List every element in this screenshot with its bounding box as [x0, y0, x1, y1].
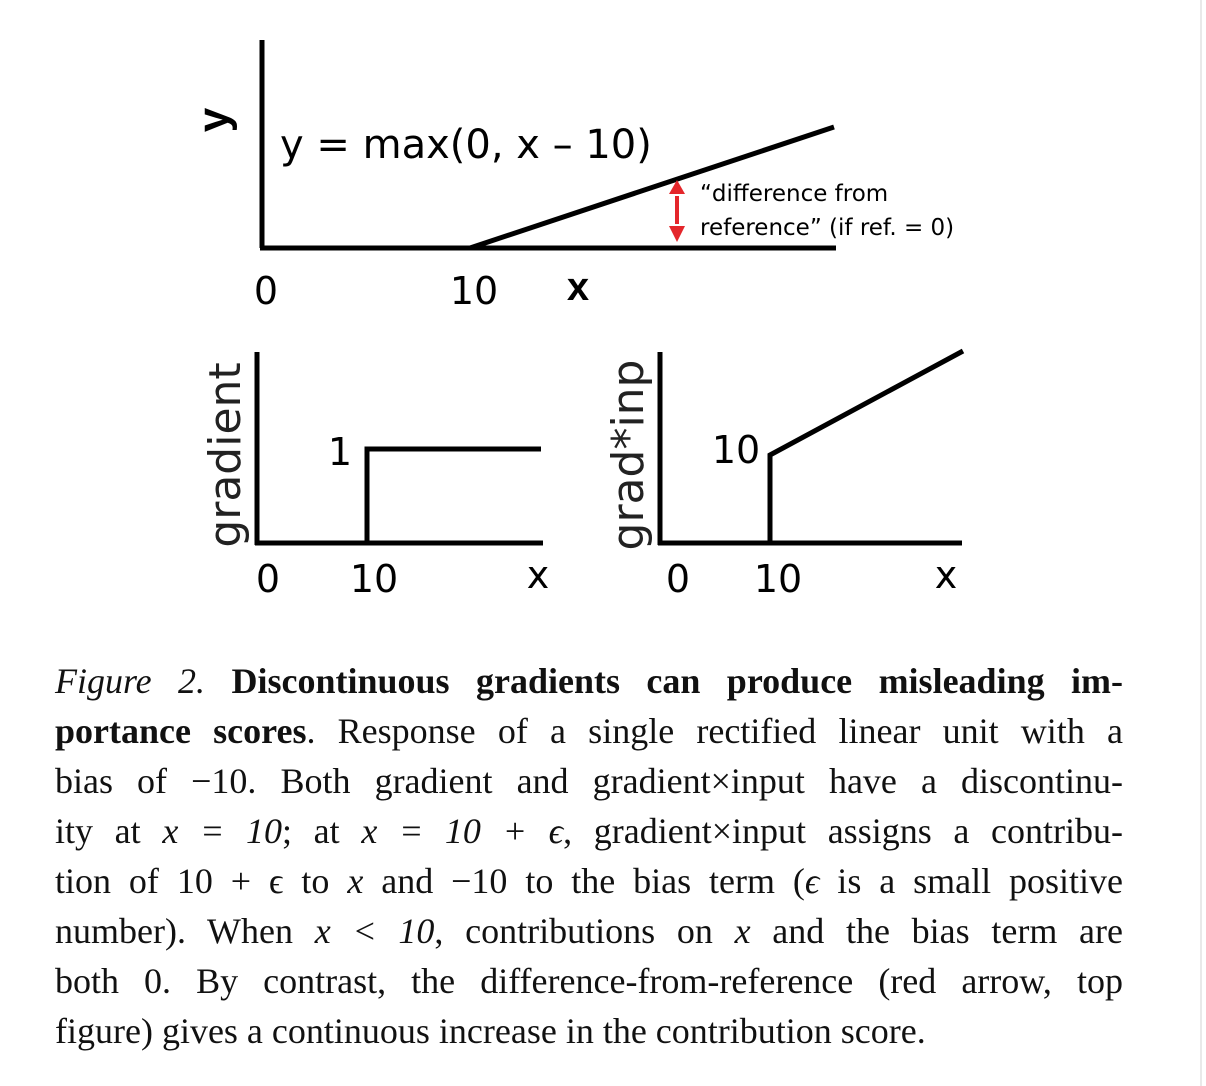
top-relu-ramp: [469, 124, 835, 251]
top-x-tick-0: 0: [254, 269, 278, 313]
caption-line-5: tion of 10 + ϵ to x and −10 to the bias …: [55, 856, 1123, 906]
figure-caption: Figure 2. Discontinuous gradients can pr…: [55, 656, 1123, 1056]
caption-bold-title: Discontinuous gradients can produce misl…: [231, 661, 1123, 701]
caption-bold-title-end: portance scores: [55, 711, 307, 751]
caption-text: . Both gradient and gradient×input have …: [247, 761, 1123, 801]
caption-text: , gradient×input assigns a contribu-: [563, 811, 1124, 851]
caption-text: tion of: [55, 861, 177, 901]
caption-line-2: portance scores. Response of a single re…: [55, 706, 1123, 756]
caption-text: and: [363, 861, 452, 901]
caption-text: ity at: [55, 811, 163, 851]
gradinp-y-axis-label: grad*inp: [603, 360, 654, 551]
caption-math: 10 + ϵ: [176, 861, 284, 901]
top-equation: y = max(0, x – 10): [280, 122, 652, 168]
caption-text: , contributions on: [434, 911, 735, 951]
gradinp-value-label: 10: [712, 428, 760, 472]
caption-text: to: [283, 861, 348, 901]
caption-text: to the bias term (: [507, 861, 805, 901]
gradient-value-label: 1: [328, 430, 352, 474]
figure-2-diagram: y y = max(0, x – 10) “difference from re…: [189, 40, 965, 601]
caption-math: x: [734, 911, 751, 951]
caption-text: is a small positive: [819, 861, 1124, 901]
caption-math: x = 10: [162, 811, 282, 851]
gradient-step: [364, 446, 541, 543]
caption-line-4: ity at x = 10; at x = 10 + ϵ, gradient×i…: [55, 806, 1123, 856]
top-relu-plot: y y = max(0, x – 10) “difference from re…: [189, 40, 954, 313]
grad-times-input-plot: grad*inp 10 0 10 x: [603, 348, 965, 601]
caption-text: ; at: [281, 811, 362, 851]
caption-line-3: bias of −10. Both gradient and gradient×…: [55, 756, 1123, 806]
gradinp-curve: [767, 348, 965, 543]
caption-line-8: figure) gives a continuous increase in t…: [55, 1011, 926, 1051]
caption-text: . Response of a single rectified linear …: [306, 711, 1123, 751]
gradient-x-axis-label: x: [527, 553, 550, 597]
gradinp-x-axis-label: x: [935, 553, 958, 597]
caption-math: x: [347, 861, 364, 901]
page-edge-rule: [1200, 0, 1202, 1086]
top-x-axis-label: x: [567, 265, 589, 309]
annotation-line2: reference” (if ref. = 0): [700, 215, 954, 241]
gradient-x-tick-0: 0: [256, 557, 280, 601]
gradinp-x-tick-0: 0: [666, 557, 690, 601]
caption-math: ϵ: [804, 861, 820, 901]
caption-text: and the bias term are: [750, 911, 1123, 951]
caption-text: bias of: [55, 761, 192, 801]
caption-line-1: Figure 2. Discontinuous gradients can pr…: [55, 656, 1123, 706]
figure-label: Figure 2.: [55, 661, 206, 701]
gradient-plot: gradient 1 0 10 x: [200, 352, 549, 601]
caption-line-6: number). When x < 10, contributions on x…: [55, 906, 1123, 956]
top-x-tick-10: 10: [450, 269, 498, 313]
gradient-y-axis-label: gradient: [200, 362, 251, 547]
caption-math: x < 10: [314, 911, 435, 951]
caption-text: number). When: [55, 911, 315, 951]
difference-arrow: [669, 180, 685, 242]
annotation-line1: “difference from: [700, 181, 888, 207]
gradinp-x-tick-10: 10: [754, 557, 802, 601]
gradient-x-tick-10: 10: [350, 557, 398, 601]
caption-math: x = 10 + ϵ: [361, 811, 564, 851]
caption-math: −10: [451, 861, 508, 901]
caption-math: −10: [191, 761, 248, 801]
top-y-axis-label: y: [189, 107, 238, 132]
caption-line-7: both 0. By contrast, the difference-from…: [55, 961, 1123, 1001]
